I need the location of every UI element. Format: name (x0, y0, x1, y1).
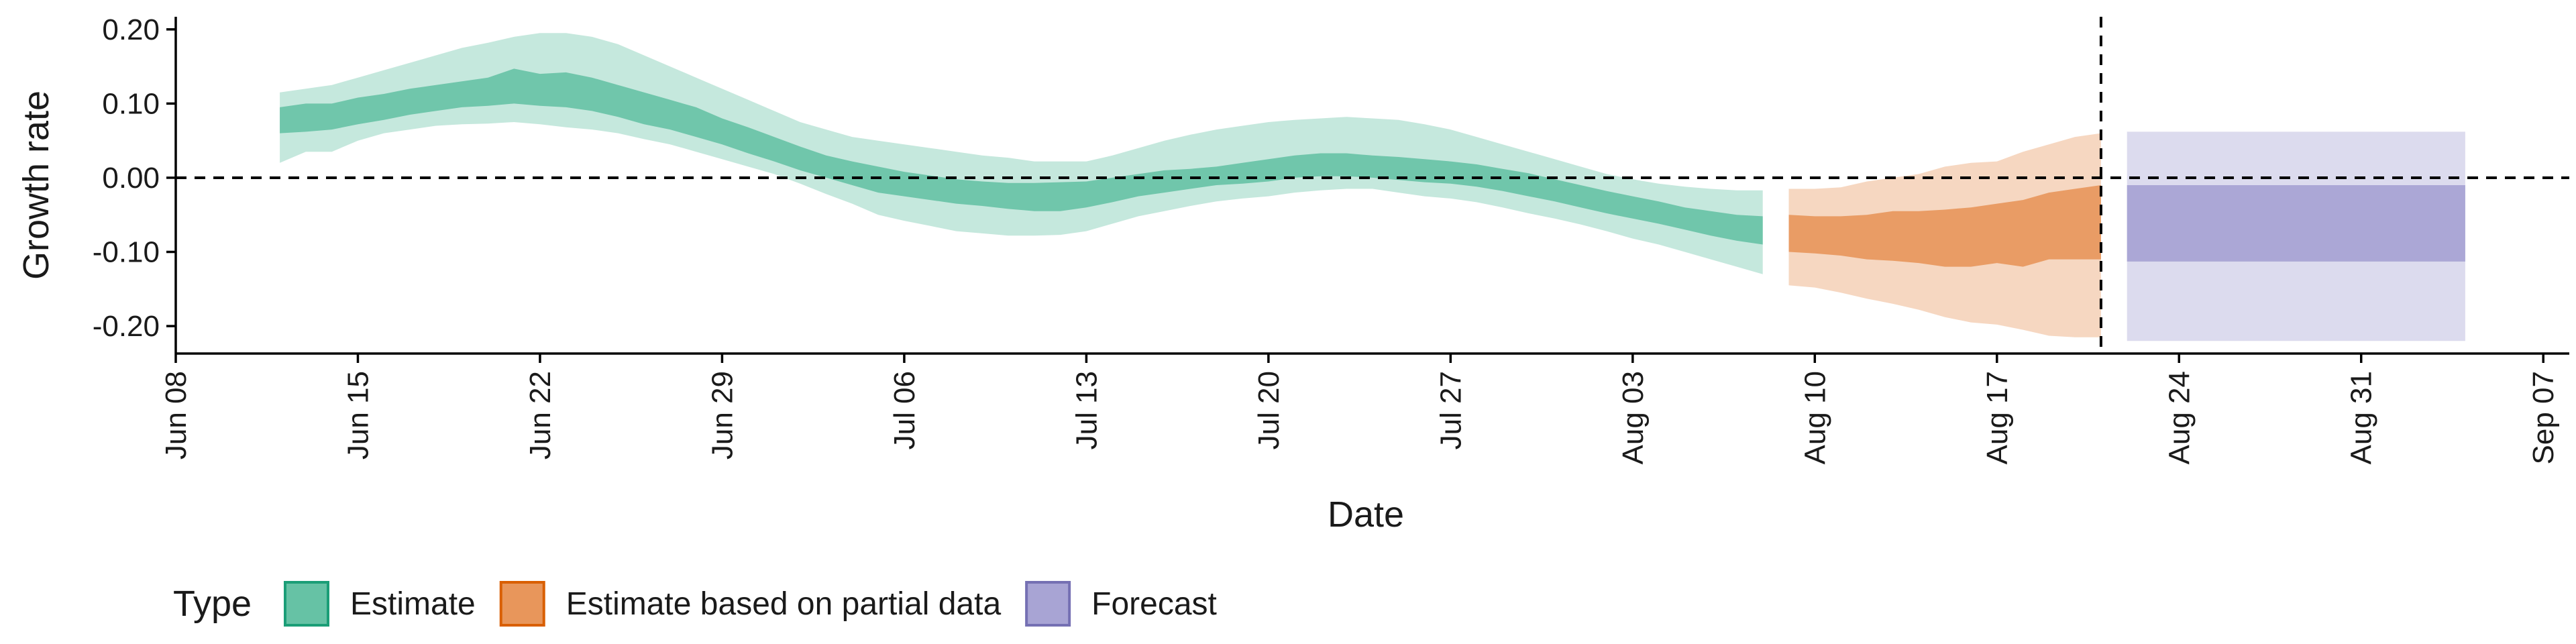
legend-item-estimate: Estimate (284, 581, 476, 627)
x-tick-label: Jul 20 (1252, 371, 1285, 449)
x-tick-label: Aug 10 (1799, 371, 1831, 464)
x-tick-label: Jul 06 (888, 371, 921, 449)
legend: Type Estimate Estimate based on partial da… (173, 581, 1217, 627)
legend-swatch-forecast (1025, 581, 1071, 627)
legend-label-estimate: Estimate (350, 586, 476, 622)
band-inner-estimate (280, 68, 1763, 245)
x-tick-label: Jul 27 (1434, 371, 1467, 449)
series-forecast (2127, 131, 2465, 341)
y-tick-label: 0.20 (102, 13, 160, 46)
x-tick-label: Aug 17 (1981, 371, 2014, 464)
band-outer-estimate (280, 33, 1763, 274)
band-inner-forecast (2127, 185, 2465, 262)
x-tick-label: Jun 22 (524, 371, 557, 460)
x-tick-label: Jun 15 (341, 371, 374, 460)
legend-swatch-estimate (284, 581, 329, 627)
y-tick-label: -0.10 (93, 236, 160, 269)
y-axis-title: Growth rate (16, 91, 56, 280)
legend-item-forecast: Forecast (1025, 581, 1217, 627)
x-axis-title: Date (1328, 494, 1404, 535)
y-tick-label: -0.20 (93, 310, 160, 343)
x-tick-label: Jun 29 (706, 371, 739, 460)
y-tick-label: 0.10 (102, 87, 160, 120)
x-tick-label: Jun 08 (160, 371, 193, 460)
band-layer (280, 33, 2465, 341)
x-tick-label: Sep 07 (2527, 371, 2560, 464)
legend-label-forecast: Forecast (1091, 586, 1217, 622)
y-tick-label: 0.00 (102, 162, 160, 195)
band-inner-estimate-based-on-partial-data (1788, 185, 2101, 267)
series-estimate-based-on-partial-data (1788, 133, 2101, 337)
x-tick-label: Jul 13 (1070, 371, 1103, 449)
legend-item-estimate-based-on-partial-data: Estimate based on partial data (499, 581, 1002, 627)
legend-title: Type (173, 584, 252, 624)
series-estimate (280, 33, 1763, 274)
x-tick-label: Aug 24 (2163, 371, 2196, 464)
legend-label-estimate-based-on-partial-data: Estimate based on partial data (566, 586, 1002, 622)
legend-swatch-estimate-based-on-partial-data (499, 581, 545, 627)
reference-lines (176, 17, 2569, 354)
x-tick-label: Aug 31 (2345, 371, 2378, 464)
x-tick-label: Aug 03 (1617, 371, 1650, 464)
